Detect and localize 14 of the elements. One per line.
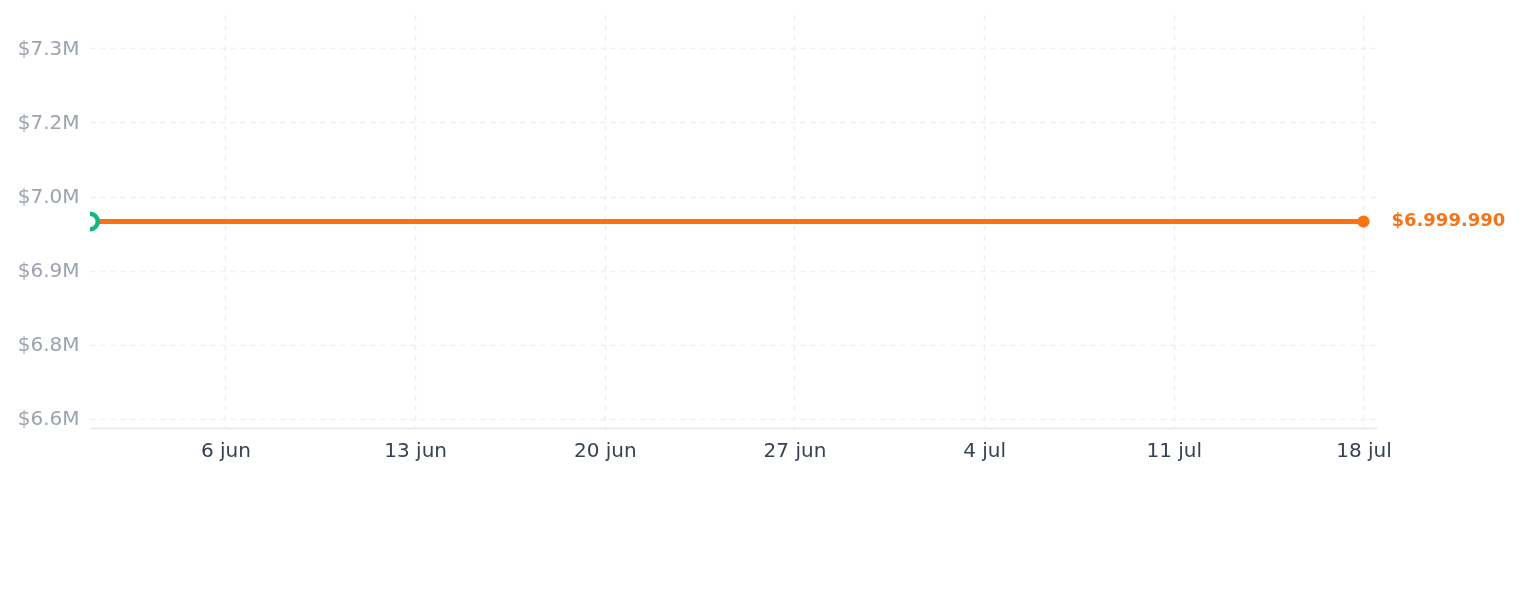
x-tick-label: 18 jul [1336,437,1392,462]
x-tick-label: 6 jun [200,437,251,462]
x-tick-label: 11 jul [1146,437,1203,462]
y-tick-label: $7.3M [17,35,80,60]
y-tick-label: $6.9M [17,258,80,283]
data-label: $6.999.990 [1391,208,1506,230]
x-tick-label: 20 jun [573,437,637,462]
y-tick-label: $6.6M [17,406,80,431]
x-tick-label: 4 jul [963,437,1007,462]
y-tick-label: $7.0M [17,184,80,209]
x-tick-label: 13 jun [384,437,447,462]
y-tick-label: $6.8M [17,332,80,357]
y-tick-label: $7.2M [17,109,80,134]
x-tick-label: 27 jun [763,437,827,462]
